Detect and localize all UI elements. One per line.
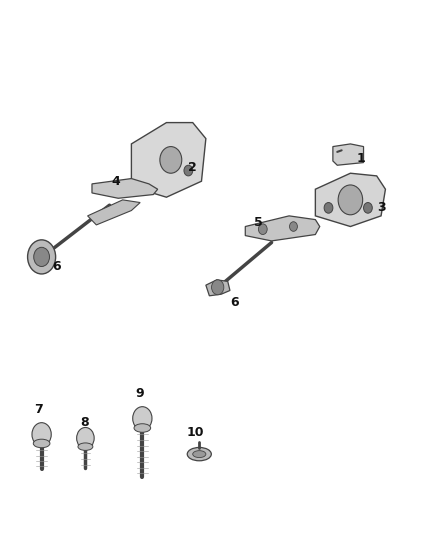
Ellipse shape [134, 424, 151, 432]
Text: 4: 4 [112, 175, 120, 188]
Text: 6: 6 [230, 296, 239, 309]
Circle shape [338, 185, 363, 215]
Circle shape [184, 165, 193, 176]
Circle shape [32, 423, 51, 446]
Circle shape [160, 147, 182, 173]
Circle shape [28, 240, 56, 274]
Polygon shape [315, 173, 385, 227]
Circle shape [324, 203, 333, 213]
Polygon shape [333, 144, 364, 165]
Ellipse shape [187, 448, 211, 461]
Text: 5: 5 [254, 216, 263, 229]
Text: 10: 10 [186, 426, 204, 439]
Polygon shape [131, 123, 206, 197]
Circle shape [34, 247, 49, 266]
Text: 6: 6 [53, 260, 61, 273]
Circle shape [212, 280, 224, 295]
Text: 2: 2 [188, 161, 197, 174]
Circle shape [133, 407, 152, 430]
Ellipse shape [193, 451, 206, 457]
Polygon shape [206, 280, 230, 296]
Ellipse shape [78, 443, 93, 450]
Ellipse shape [33, 439, 50, 448]
Polygon shape [245, 216, 320, 241]
Text: 9: 9 [136, 387, 145, 400]
Circle shape [77, 427, 94, 449]
Circle shape [258, 224, 267, 235]
Text: 3: 3 [377, 201, 385, 214]
Circle shape [290, 222, 297, 231]
Text: 1: 1 [357, 152, 366, 165]
Polygon shape [88, 200, 140, 225]
Text: 7: 7 [34, 403, 43, 416]
Text: 8: 8 [80, 416, 88, 429]
Circle shape [364, 203, 372, 213]
Polygon shape [92, 179, 158, 198]
